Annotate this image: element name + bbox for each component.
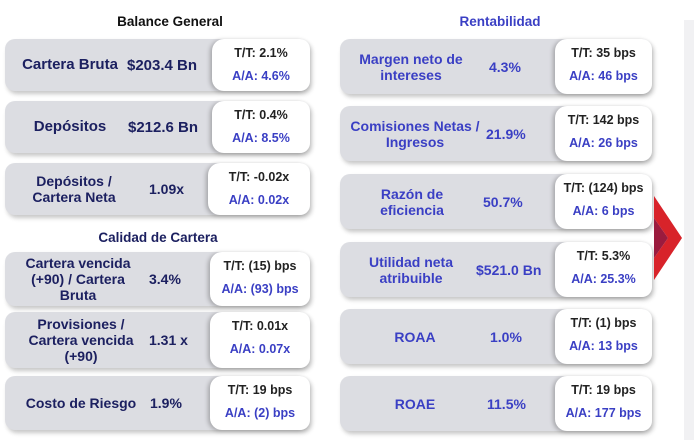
kpi-comparison: T/T: -0.02x A/A: 0.02x <box>208 163 310 215</box>
kpi-card-cartera-vencida: Cartera vencida (+90) / Cartera Bruta 3.… <box>5 252 310 306</box>
kpi-value: 1.9% <box>150 395 182 411</box>
kpi-comparison: T/T: 35 bps A/A: 46 bps <box>555 39 652 94</box>
kpi-value: $212.6 Bn <box>128 118 199 136</box>
kpi-label: Depósitos <box>33 118 107 135</box>
kpi-comparison: T/T: (124) bps A/A: 6 bps <box>555 174 652 229</box>
kpi-card-depositos-cartera-neta: Depósitos / Cartera Neta 1.09x T/T: -0.0… <box>5 163 310 215</box>
kpi-card-margen-neto: Margen neto de intereses 4.3% T/T: 35 bp… <box>340 39 652 94</box>
kpi-card-provisiones: Provisiones / Cartera vencida (+90) 1.31… <box>5 312 310 368</box>
kpi-value: 21.9% <box>486 125 526 142</box>
qoq-change: T/T: 19 bps <box>571 383 636 397</box>
qoq-change: T/T: -0.02x <box>228 170 290 184</box>
kpi-value: 3.4% <box>149 271 181 287</box>
qoq-change: T/T: 35 bps <box>571 46 636 60</box>
kpi-comparison: T/T: 0.01x A/A: 0.07x <box>210 312 310 368</box>
qoq-change: T/T: (15) bps <box>223 259 297 273</box>
kpi-label: Provisiones / Cartera vencida (+90) <box>28 316 134 364</box>
yoy-change: A/A: 6 bps <box>572 204 635 218</box>
kpi-value: 1.0% <box>490 328 522 345</box>
kpi-label: Cartera vencida (+90) / Cartera Bruta <box>25 255 131 303</box>
qoq-change: T/T: 142 bps <box>567 113 640 127</box>
kpi-value: 11.5% <box>487 395 526 412</box>
kpi-comparison: T/T: 0.4% A/A: 8.5% <box>212 101 310 153</box>
yoy-change: A/A: 177 bps <box>565 406 642 420</box>
qoq-change: T/T: 5.3% <box>576 249 631 263</box>
kpi-label: Cartera Bruta <box>22 56 118 73</box>
kpi-card-utilidad-neta: Utilidad neta atribuible $521.0 Bn T/T: … <box>340 242 652 297</box>
kpi-value: $203.4 Bn <box>127 56 198 74</box>
qoq-change: T/T: 0.4% <box>234 108 288 122</box>
side-divider <box>684 20 694 440</box>
kpi-card-razon-eficiencia: Razón de eficiencia 50.7% T/T: (124) bps… <box>340 174 652 229</box>
kpi-card-costo-riesgo: Costo de Riesgo 1.9% T/T: 19 bps A/A: (2… <box>5 376 310 430</box>
kpi-card-roaa: ROAA 1.0% T/T: (1) bps A/A: 13 bps <box>340 309 652 364</box>
yoy-change: A/A: 4.6% <box>232 69 290 83</box>
kpi-card-cartera-bruta: Cartera Bruta $203.4 Bn T/T: 2.1% A/A: 4… <box>5 39 310 91</box>
qoq-change: T/T: (1) bps <box>570 316 637 330</box>
qoq-change: T/T: 19 bps <box>227 383 293 397</box>
kpi-label: ROAA <box>394 328 436 345</box>
kpi-card-depositos: Depósitos $212.6 Bn T/T: 0.4% A/A: 8.5% <box>5 101 310 153</box>
kpi-comparison: T/T: 19 bps A/A: 177 bps <box>555 376 652 431</box>
kpi-value: 50.7% <box>483 193 523 210</box>
kpi-value: 1.09x <box>149 181 185 197</box>
qoq-change: T/T: (124) bps <box>563 181 644 195</box>
kpi-comparison: T/T: (1) bps A/A: 13 bps <box>555 309 652 364</box>
yoy-change: A/A: 0.07x <box>229 342 291 356</box>
balance-general-title: Balance General <box>117 14 223 29</box>
kpi-label: Depósitos / Cartera Neta <box>32 173 116 205</box>
kpi-label: Comisiones Netas / Ingresos <box>350 117 480 150</box>
kpi-label: Utilidad neta atribuible <box>368 253 453 286</box>
kpi-comparison: T/T: (15) bps A/A: (93) bps <box>210 252 310 306</box>
kpi-card-comisiones: Comisiones Netas / Ingresos 21.9% T/T: 1… <box>340 106 652 161</box>
kpi-value: 1.31 x <box>149 332 188 348</box>
kpi-label: Costo de Riesgo <box>25 395 137 411</box>
kpi-comparison: T/T: 19 bps A/A: (2) bps <box>210 376 310 430</box>
kpi-card-roae: ROAE 11.5% T/T: 19 bps A/A: 177 bps <box>340 376 652 431</box>
qoq-change: T/T: 2.1% <box>234 46 288 60</box>
yoy-change: A/A: 25.3% <box>571 272 636 286</box>
kpi-value: $521.0 Bn <box>476 261 542 278</box>
kpi-label: ROAE <box>394 395 436 412</box>
calidad-cartera-title: Calidad de Cartera <box>98 230 218 245</box>
yoy-change: A/A: 46 bps <box>569 69 638 83</box>
qoq-change: T/T: 0.01x <box>231 319 289 333</box>
yoy-change: A/A: 26 bps <box>569 136 638 150</box>
rentabilidad-title: Rentabilidad <box>459 14 541 29</box>
yoy-change: A/A: (93) bps <box>221 282 299 296</box>
kpi-comparison: T/T: 142 bps A/A: 26 bps <box>555 106 652 161</box>
chevron-right-accent-icon <box>654 196 682 280</box>
kpi-comparison: T/T: 2.1% A/A: 4.6% <box>212 39 310 91</box>
yoy-change: A/A: 13 bps <box>569 339 638 353</box>
yoy-change: A/A: 8.5% <box>232 131 290 145</box>
kpi-label: Margen neto de intereses <box>359 50 463 83</box>
yoy-change: A/A: (2) bps <box>224 406 296 420</box>
kpi-label: Razón de eficiencia <box>380 185 444 218</box>
kpi-comparison: T/T: 5.3% A/A: 25.3% <box>555 242 652 297</box>
kpi-value: 4.3% <box>489 58 521 75</box>
yoy-change: A/A: 0.02x <box>228 193 290 207</box>
